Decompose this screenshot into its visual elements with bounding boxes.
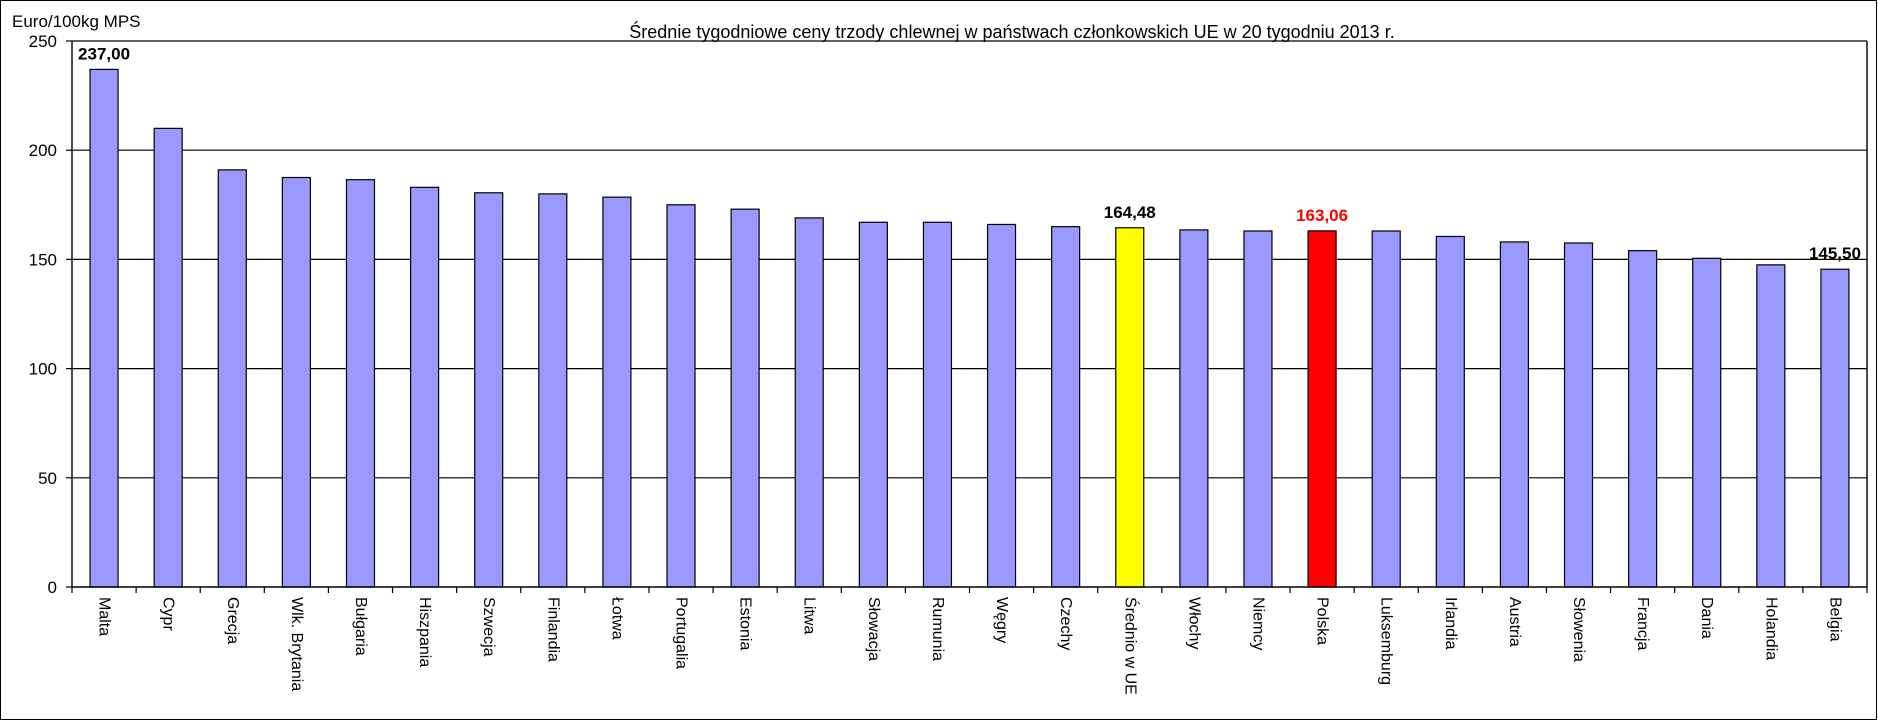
x-tick-label: Średnio w UE	[1121, 597, 1140, 695]
axes: 0 50 100 150 200 250 Malta Cypr Grecja Wlk. Bryta…	[29, 32, 1868, 695]
bar	[281, 176, 311, 588]
bar	[1499, 241, 1530, 588]
bar	[1820, 268, 1850, 588]
x-tick-label: Belgia	[1826, 597, 1843, 642]
x-tick-label: Cypr	[160, 597, 177, 631]
bar	[730, 208, 760, 588]
bar	[1243, 230, 1273, 588]
x-tick-label: Szwecja	[480, 597, 497, 657]
x-tick-label: Dania	[1698, 597, 1715, 639]
x-tick-label: Austria	[1506, 597, 1523, 647]
bar	[409, 186, 440, 588]
bar	[1692, 257, 1722, 588]
bar	[794, 217, 824, 588]
x-tick-label: Słowenia	[1570, 597, 1587, 662]
bar	[89, 68, 119, 588]
x-tick-label: Włochy	[1185, 597, 1202, 649]
bar	[666, 204, 696, 588]
data-label: 145,50	[1809, 244, 1861, 263]
x-tick-label: Wlk. Brytania	[288, 597, 305, 691]
bar	[986, 223, 1017, 588]
x-tick-label: Estonia	[737, 597, 754, 650]
bar	[922, 221, 953, 588]
bar	[1371, 230, 1401, 588]
x-tick-label: Portugalia	[673, 597, 690, 669]
bar	[1628, 250, 1658, 588]
x-tick-label: Finlandia	[544, 597, 561, 662]
y-axis-label: Euro/100kg MPS	[12, 12, 141, 31]
bar	[858, 221, 888, 588]
x-tick-label: Rumunia	[929, 597, 946, 661]
data-label: 163,06	[1296, 206, 1348, 225]
bar	[345, 179, 376, 588]
chart-title: Średnie tygodniowe ceny trzody chlewnej …	[629, 21, 1394, 42]
x-tick-label: Malta	[96, 597, 113, 636]
x-tick-label: Bułgaria	[352, 597, 369, 656]
x-tick-label: Litwa	[801, 597, 818, 634]
x-tick-label: Grecja	[224, 597, 241, 644]
bar	[153, 127, 183, 588]
bar	[474, 192, 504, 588]
x-tick-label: Francja	[1634, 597, 1651, 650]
bar	[1756, 264, 1786, 588]
bar	[1435, 235, 1465, 588]
bar	[217, 169, 247, 588]
y-tick-label: 100	[29, 360, 57, 379]
bar	[1115, 227, 1145, 588]
data-label: 164,48	[1104, 203, 1156, 222]
x-tick-label: Niemcy	[1249, 597, 1266, 650]
bar	[602, 196, 632, 588]
x-tick-label: Luksemburg	[1378, 597, 1395, 685]
x-tick-label: Holandia	[1762, 597, 1779, 660]
bar	[538, 193, 568, 588]
bar	[1563, 242, 1594, 588]
bar	[1307, 230, 1337, 588]
x-tick-label: Węgry	[993, 597, 1010, 643]
bar	[1051, 226, 1081, 588]
bars	[89, 68, 1850, 588]
y-tick-label: 50	[38, 469, 57, 488]
x-tick-label: Słowacja	[865, 597, 882, 661]
y-tick-label: 0	[48, 578, 57, 597]
x-tick-label: Łotwa	[608, 597, 625, 640]
x-tick-label: Irlandia	[1442, 597, 1459, 650]
x-tick-label: Polska	[1314, 597, 1331, 645]
x-tick-label: Czechy	[1057, 597, 1074, 650]
x-tick-label: Hiszpania	[416, 597, 433, 667]
data-labels: 237,00 164,48 163,06 145,50	[78, 44, 1861, 263]
y-tick-label: 150	[29, 250, 57, 269]
y-tick-label: 200	[29, 141, 57, 160]
data-label: 237,00	[78, 44, 130, 63]
y-tick-label: 250	[29, 32, 57, 51]
bar	[1179, 229, 1209, 588]
